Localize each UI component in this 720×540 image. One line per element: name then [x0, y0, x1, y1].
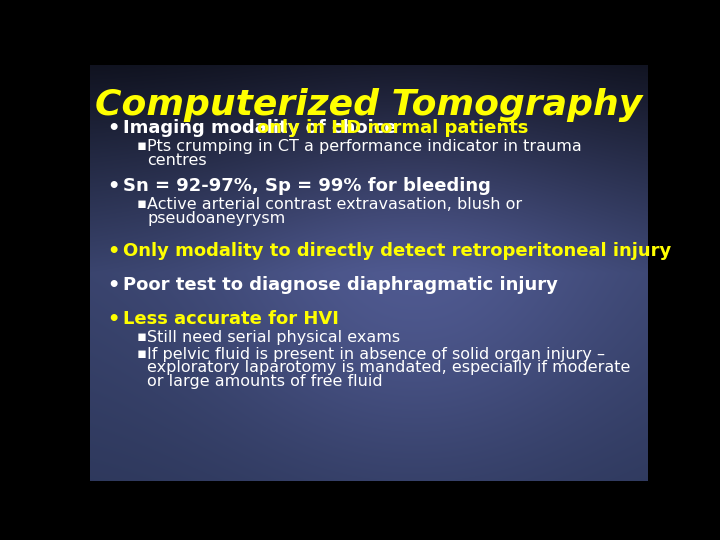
Text: ▪: ▪ — [137, 329, 146, 344]
Text: Imaging modality of choice: Imaging modality of choice — [122, 119, 402, 137]
Text: •: • — [107, 119, 120, 138]
Text: Sn = 92-97%, Sp = 99% for bleeding: Sn = 92-97%, Sp = 99% for bleeding — [122, 177, 490, 195]
Text: or large amounts of free fluid: or large amounts of free fluid — [148, 374, 383, 389]
Text: centres: centres — [148, 153, 207, 167]
Text: only in HD normal patients: only in HD normal patients — [258, 119, 528, 137]
Text: Pts crumping in CT a performance indicator in trauma: Pts crumping in CT a performance indicat… — [148, 139, 582, 154]
Text: Still need serial physical exams: Still need serial physical exams — [148, 330, 400, 345]
Text: •: • — [107, 309, 120, 329]
Text: ▪: ▪ — [137, 138, 146, 153]
Text: pseudoaneyrysm: pseudoaneyrysm — [148, 211, 286, 226]
Text: •: • — [107, 177, 120, 196]
Text: Computerized Tomography: Computerized Tomography — [95, 88, 643, 122]
Text: Active arterial contrast extravasation, blush or: Active arterial contrast extravasation, … — [148, 197, 523, 212]
Text: •: • — [107, 276, 120, 295]
Text: If pelvic fluid is present in absence of solid organ injury –: If pelvic fluid is present in absence of… — [148, 347, 606, 362]
Text: exploratory laparotomy is mandated, especially if moderate: exploratory laparotomy is mandated, espe… — [148, 361, 631, 375]
Text: Less accurate for HVI: Less accurate for HVI — [122, 309, 338, 328]
Text: Only modality to directly detect retroperitoneal injury: Only modality to directly detect retrope… — [122, 242, 671, 260]
Text: Poor test to diagnose diaphragmatic injury: Poor test to diagnose diaphragmatic inju… — [122, 276, 557, 294]
Text: •: • — [107, 242, 120, 261]
Text: ▪: ▪ — [137, 197, 146, 212]
Text: ▪: ▪ — [137, 346, 146, 361]
